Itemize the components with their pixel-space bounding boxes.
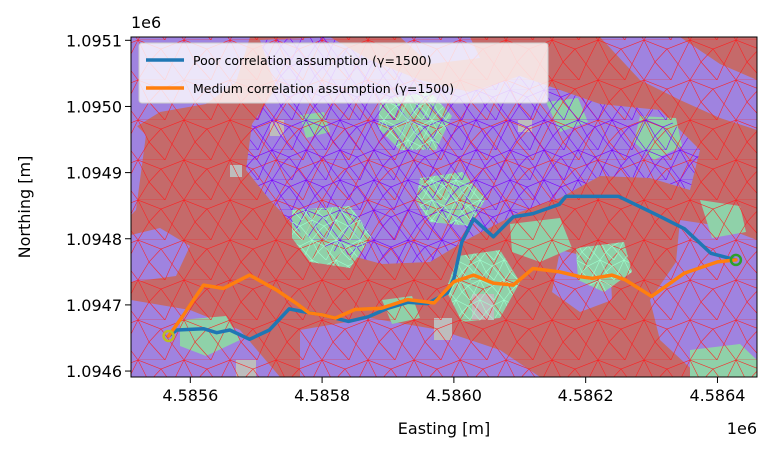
legend-label-medium: Medium correlation assumption (γ=1500) xyxy=(193,81,454,96)
x-tick-label: 4.5858 xyxy=(294,386,350,405)
x-tick-label: 4.5864 xyxy=(689,386,745,405)
legend: Poor correlation assumption (γ=1500) Med… xyxy=(138,42,549,104)
end-point-marker xyxy=(729,253,743,267)
x-tick-label: 4.5860 xyxy=(426,386,482,405)
y-axis-ticks: 1.0946 1.0947 1.0948 1.0949 1.0950 1.0951 xyxy=(66,31,131,381)
plot-frame xyxy=(130,36,758,378)
start-point-marker xyxy=(162,329,175,343)
x-offset-label: 1e6 xyxy=(727,419,757,438)
y-tick-label: 1.0949 xyxy=(66,164,122,183)
marker-layer xyxy=(162,253,743,343)
y-tick-label: 1.0947 xyxy=(66,296,122,315)
series-line-medium xyxy=(166,258,738,338)
y-tick-label: 1.0951 xyxy=(66,31,122,50)
series-layer xyxy=(166,194,738,342)
y-tick-label: 1.0950 xyxy=(66,97,122,116)
x-tick-label: 4.5862 xyxy=(558,386,614,405)
legend-label-poor: Poor correlation assumption (γ=1500) xyxy=(193,53,432,68)
legend-box xyxy=(138,42,549,104)
x-axis-label: Easting [m] xyxy=(398,419,490,438)
y-tick-label: 1.0946 xyxy=(66,362,122,381)
x-tick-label: 4.5856 xyxy=(162,386,218,405)
green-mesh xyxy=(292,92,632,322)
y-tick-label: 1.0948 xyxy=(66,230,122,249)
y-axis-label: Northing [m] xyxy=(15,156,34,259)
x-axis-ticks: 4.5856 4.5858 4.5860 4.5862 4.5864 xyxy=(162,377,745,405)
y-offset-label: 1e6 xyxy=(131,13,161,32)
